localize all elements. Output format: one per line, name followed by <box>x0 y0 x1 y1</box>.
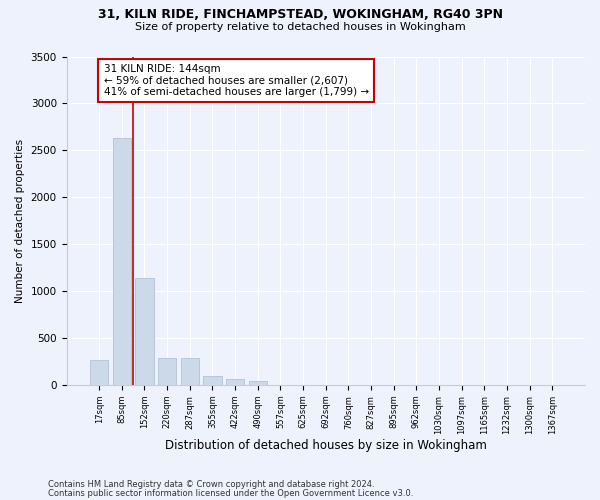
Text: 31, KILN RIDE, FINCHAMPSTEAD, WOKINGHAM, RG40 3PN: 31, KILN RIDE, FINCHAMPSTEAD, WOKINGHAM,… <box>97 8 503 20</box>
Bar <box>203 376 221 385</box>
Bar <box>181 358 199 385</box>
Y-axis label: Number of detached properties: Number of detached properties <box>15 138 25 303</box>
Bar <box>158 358 176 385</box>
Bar <box>113 138 131 385</box>
X-axis label: Distribution of detached houses by size in Wokingham: Distribution of detached houses by size … <box>165 440 487 452</box>
Text: Contains public sector information licensed under the Open Government Licence v3: Contains public sector information licen… <box>48 488 413 498</box>
Bar <box>90 360 108 385</box>
Text: 31 KILN RIDE: 144sqm
← 59% of detached houses are smaller (2,607)
41% of semi-de: 31 KILN RIDE: 144sqm ← 59% of detached h… <box>104 64 369 97</box>
Text: Contains HM Land Registry data © Crown copyright and database right 2024.: Contains HM Land Registry data © Crown c… <box>48 480 374 489</box>
Bar <box>136 278 154 385</box>
Bar <box>249 380 267 385</box>
Bar <box>226 380 244 385</box>
Text: Size of property relative to detached houses in Wokingham: Size of property relative to detached ho… <box>134 22 466 32</box>
